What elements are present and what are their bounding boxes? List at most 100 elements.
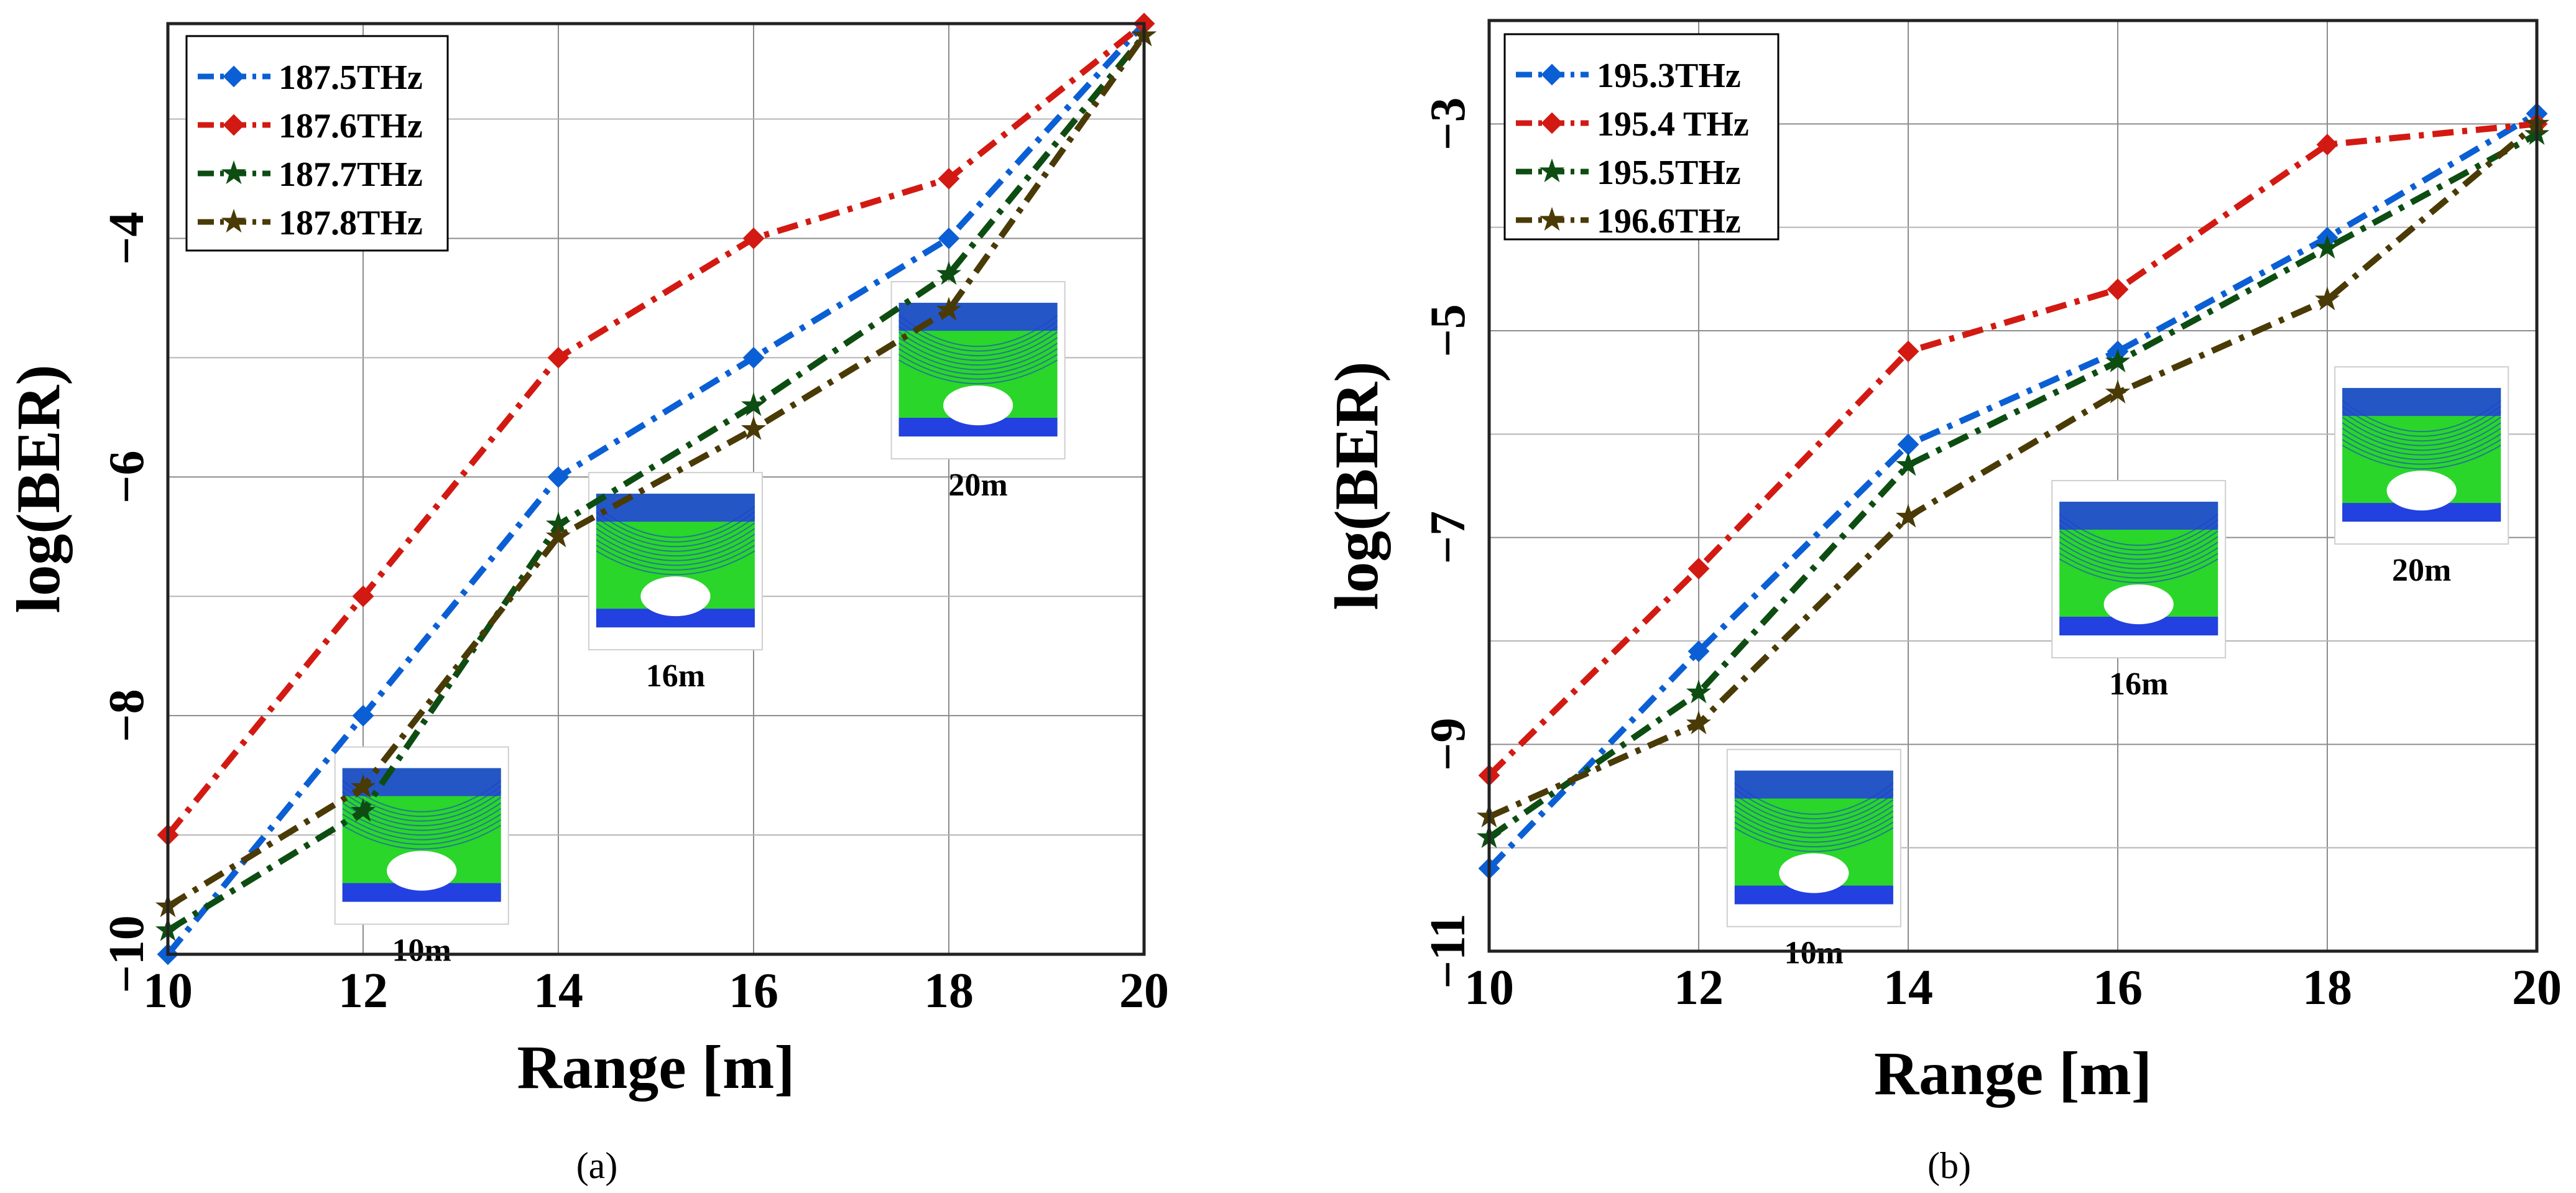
eye-opening: [943, 385, 1013, 426]
eye-diagram-inset-20m: 20m: [2334, 366, 2509, 588]
eye-opening: [640, 576, 711, 617]
eye-trace: [1734, 804, 1894, 834]
eye-trace: [2342, 405, 2501, 437]
data-point: [547, 346, 570, 369]
series-line-195.5THz: [1487, 131, 2539, 841]
data-point: [2105, 379, 2131, 403]
legend-marker: [221, 160, 247, 185]
data-point: [1686, 679, 1712, 704]
data-point: [1687, 558, 1710, 579]
legend-marker: [1541, 112, 1563, 134]
eye-trace: [342, 813, 502, 841]
data-point: [936, 297, 962, 321]
data-point: [1895, 504, 1921, 528]
caption-b: (b): [1927, 1145, 1971, 1186]
y-tick-label: −8: [99, 689, 154, 742]
data-point: [2314, 234, 2340, 259]
data-point: [2105, 348, 2131, 373]
eye-trace: [596, 539, 755, 566]
series-line-187.5THz: [165, 21, 1147, 957]
plot-frame: [166, 22, 1146, 956]
eye-trace: [342, 824, 502, 850]
inset-label: 16m: [2109, 666, 2168, 702]
series-line-187.7THz: [166, 34, 1147, 933]
data-point: [936, 260, 962, 285]
eye-trace: [898, 354, 1058, 380]
eye-trace: [2059, 553, 2218, 579]
eye-trace: [1734, 782, 1894, 815]
data-point: [741, 392, 767, 417]
eye-trace: [898, 326, 1058, 357]
y-tick-label: −9: [1421, 718, 1475, 772]
eye-trace: [898, 331, 1058, 361]
y-tick-label: −10: [99, 915, 154, 993]
eye-trace: [342, 808, 502, 836]
eye-trace: [596, 505, 755, 538]
eye-diagram-inset-20m: 20m: [890, 281, 1066, 503]
legend-label: 196.6THz: [1597, 202, 1741, 241]
data-point: [1686, 710, 1712, 735]
x-tick-label: 20: [2512, 960, 2562, 1015]
eye-trace: [2342, 439, 2501, 465]
y-axis-title: log(BER): [1322, 362, 1391, 610]
x-tick-label: 14: [533, 964, 583, 1018]
series-line-195.4THz: [1487, 121, 2537, 778]
data-point: [742, 346, 765, 369]
x-tick-label: 18: [2302, 960, 2352, 1015]
eye-trace: [2342, 444, 2501, 470]
eye-diagram-inset-16m: 16m: [588, 472, 763, 694]
eye-trace: [1734, 793, 1894, 824]
eye-trace: [596, 550, 755, 576]
x-axis-title: Range [m]: [1874, 1039, 2152, 1108]
legend-label: 187.8THz: [279, 204, 423, 242]
eye-trace: [2342, 411, 2501, 442]
eye-diagram-inset-10m: 10m: [1726, 749, 1901, 971]
eye-trace: [2059, 519, 2218, 551]
eye-opening: [2386, 471, 2457, 511]
caption-a: (a): [576, 1145, 618, 1186]
series-line-187.6THz: [165, 21, 1147, 837]
data-point: [1687, 640, 1710, 663]
eye-trace: [898, 343, 1058, 371]
series-line-187.8THz: [166, 34, 1147, 910]
x-tick-label: 16: [729, 964, 778, 1018]
legend-label: 187.7THz: [279, 155, 423, 194]
data-point: [352, 704, 374, 727]
eye-trace: [1734, 788, 1894, 820]
x-tick-label: 12: [338, 964, 388, 1018]
eye-diagram-inset-16m: 16m: [2051, 480, 2227, 702]
legend-marker: [1539, 206, 1565, 231]
data-point: [350, 798, 376, 822]
data-point: [741, 416, 767, 440]
eye-trace: [2342, 433, 2501, 461]
inset-label: 20m: [948, 468, 1007, 503]
eye-trace: [342, 819, 502, 845]
eye-diagram-top-band: [596, 494, 755, 522]
legend-marker: [221, 208, 247, 233]
x-tick-label: 18: [924, 964, 974, 1018]
eye-trace: [1734, 816, 1894, 843]
data-point: [352, 585, 374, 607]
legend-label: 187.6THz: [279, 107, 423, 145]
chart-panel-b: 10m 16m 20m 10 12 14 16 18 20 −11 −9 −7 −5 −3 Range [m…: [1322, 19, 2562, 1108]
legend-marker: [223, 114, 245, 136]
eye-trace: [1734, 821, 1894, 848]
eye-trace: [2059, 541, 2218, 569]
y-axis-title: log(BER): [4, 365, 73, 614]
y-tick-label: −3: [1421, 98, 1475, 151]
inset-label: 10m: [392, 933, 451, 969]
data-point: [1895, 452, 1921, 476]
series-line-195.3THz: [1487, 111, 2539, 871]
eye-trace: [2342, 422, 2501, 451]
plot-frame: [1487, 19, 2539, 953]
eye-diagram-top-band: [2342, 388, 2501, 417]
legend-label: 195.4 THz: [1597, 105, 1749, 144]
y-tick-label: −11: [1421, 913, 1475, 988]
y-tick-label: −6: [99, 451, 154, 504]
eye-trace: [2059, 547, 2218, 574]
legend-marker: [223, 65, 245, 88]
eye-trace: [898, 337, 1058, 366]
legend-label: 187.5THz: [279, 58, 423, 97]
x-tick-label: 16: [2093, 960, 2143, 1015]
